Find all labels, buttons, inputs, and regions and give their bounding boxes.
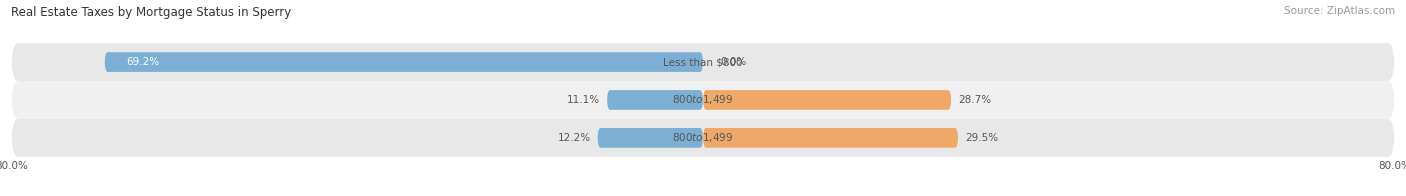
Text: 11.1%: 11.1% [567,95,600,105]
FancyBboxPatch shape [598,128,703,148]
FancyBboxPatch shape [11,43,1395,81]
Text: 69.2%: 69.2% [127,57,159,67]
Text: Source: ZipAtlas.com: Source: ZipAtlas.com [1284,6,1395,16]
FancyBboxPatch shape [703,90,952,110]
Text: $800 to $1,499: $800 to $1,499 [672,131,734,144]
Text: 28.7%: 28.7% [957,95,991,105]
FancyBboxPatch shape [11,81,1395,119]
Text: 29.5%: 29.5% [965,133,998,143]
FancyBboxPatch shape [607,90,703,110]
Text: $800 to $1,499: $800 to $1,499 [672,93,734,106]
Text: 0.0%: 0.0% [720,57,747,67]
FancyBboxPatch shape [703,128,957,148]
FancyBboxPatch shape [104,52,703,72]
FancyBboxPatch shape [11,119,1395,157]
Text: Real Estate Taxes by Mortgage Status in Sperry: Real Estate Taxes by Mortgage Status in … [11,6,291,19]
Text: Less than $800: Less than $800 [664,57,742,67]
Text: 12.2%: 12.2% [557,133,591,143]
